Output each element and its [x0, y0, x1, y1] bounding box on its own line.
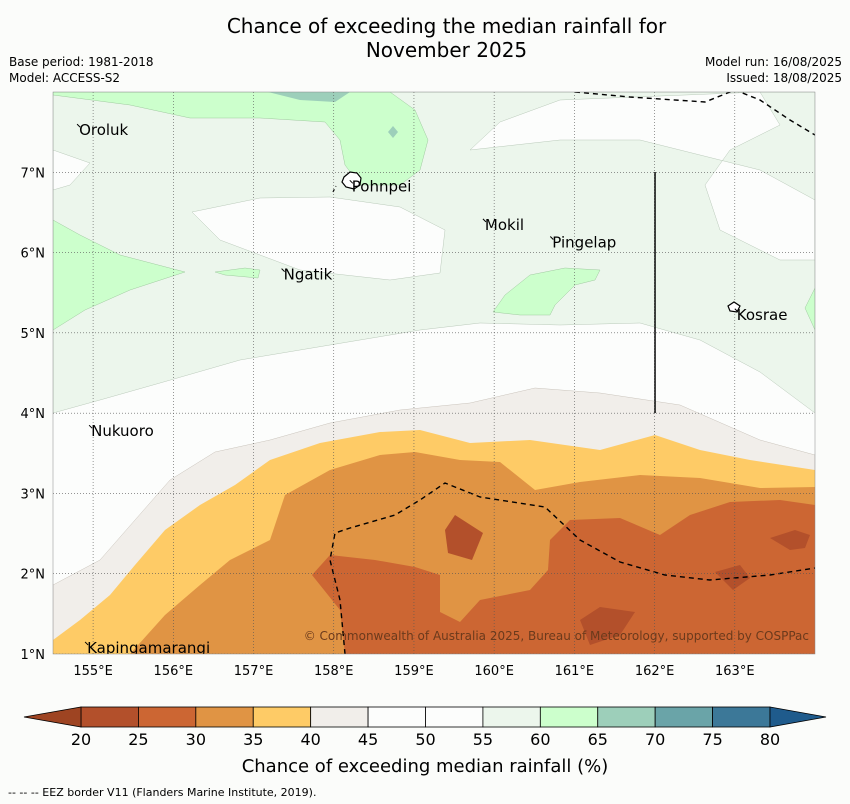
place-label-nukuoro: Nukuoro: [91, 422, 154, 440]
colorbar-tick-label: 45: [358, 730, 378, 749]
lon-tick-label: 160°E: [474, 664, 514, 679]
map-area: Oroluk Pohnpei Mokil Pingelap Ngatik Kosrae Nu…: [53, 92, 815, 657]
colorbar-tick-label: 30: [186, 730, 206, 749]
colorbar-tick-label: 35: [243, 730, 263, 749]
lat-tick-label: 7°N: [21, 166, 46, 181]
colorbar: 20 25 30 35 40 45 50 55 60 65 70 75 80 Chance of exc…: [23, 706, 827, 777]
latitude-axis: 7°N 6°N 5°N 4°N 3°N 2°N 1°N: [21, 166, 46, 663]
pohnpei-island-outline: [341, 171, 362, 190]
colorbar-segment: [539, 706, 599, 728]
fill-60-65-east: [804, 287, 815, 331]
title-line-1: Chance of exceeding the median rainfall …: [226, 14, 667, 38]
colorbar-title: Chance of exceeding median rainfall (%): [242, 756, 609, 777]
colorbar-segment: [597, 706, 656, 728]
colorbar-tick-labels: 20 25 30 35 40 45 50 55 60 65 70 75 80: [71, 730, 780, 749]
place-marker: [76, 123, 81, 128]
colorbar-segment: [252, 706, 312, 728]
lat-tick-label: 2°N: [21, 568, 46, 583]
place-label-kapingamarangi: Kapingamarangi: [87, 639, 210, 657]
fill-20-25-b: [770, 530, 810, 550]
place-marker: [734, 308, 739, 313]
colorbar-segment: [367, 706, 426, 728]
longitude-axis: 155°E 156°E 157°E 158°E 159°E 160°E 161°E 162°E…: [73, 664, 754, 679]
colorbar-tick-label: 80: [760, 730, 780, 749]
lat-tick-label: 4°N: [21, 407, 46, 422]
colorbar-segment: [80, 706, 139, 728]
place-marker: [281, 268, 285, 272]
lon-tick-label: 156°E: [154, 664, 194, 679]
model-text: Model: ACCESS-S2: [9, 71, 121, 85]
meta-left: Base period: 1981-2018 Model: ACCESS-S2: [9, 54, 154, 86]
place-label-kosrae: Kosrae: [737, 306, 788, 324]
fill-20-25-d: [715, 565, 750, 590]
place-label-pohnpei: Pohnpei: [352, 177, 412, 195]
fill-20-25-a: [445, 515, 483, 560]
colorbar-segment: [195, 706, 254, 728]
colorbar-tick-label: 40: [300, 730, 320, 749]
colorbar-tick-label: 20: [71, 730, 91, 749]
gridlines: [53, 92, 815, 654]
fill-65-70-b: [388, 126, 398, 138]
base-period-text: Base period: 1981-2018: [9, 55, 154, 69]
colorbar-over-arrow: [769, 706, 827, 728]
title-line-2: November 2025: [365, 38, 528, 62]
colorbar-tick-label: 70: [645, 730, 665, 749]
colorbar-tick-label: 55: [473, 730, 493, 749]
place-label-mokil: Mokil: [485, 216, 524, 234]
lon-tick-label: 163°E: [715, 664, 755, 679]
place-labels: Oroluk Pohnpei Mokil Pingelap Ngatik Kosrae Nu…: [76, 121, 788, 657]
model-run-text: Model run: 16/08/2025: [704, 55, 842, 69]
colorbar-segment: [310, 706, 369, 728]
lon-tick-label: 159°E: [394, 664, 434, 679]
place-marker: [549, 236, 554, 240]
map-frame: [52, 91, 816, 655]
fill-60-65-pingelap: [492, 267, 601, 316]
fill-60-65-ngatik: [214, 267, 261, 279]
colorbar-segments: [80, 706, 771, 728]
place-marker: [88, 424, 93, 429]
lat-tick-label: 6°N: [21, 247, 46, 262]
map-title: Chance of exceeding the median rainfall …: [0, 14, 850, 62]
place-label-oroluk: Oroluk: [79, 121, 128, 139]
colorbar-tick-label: 50: [415, 730, 435, 749]
colorbar-tick-label: 60: [530, 730, 550, 749]
place-marker: [84, 641, 89, 646]
lon-tick-label: 158°E: [314, 664, 354, 679]
lon-tick-label: 157°E: [234, 664, 274, 679]
lon-tick-label: 155°E: [73, 664, 113, 679]
colorbar-under-arrow: [23, 706, 82, 728]
colorbar-segment: [654, 706, 713, 728]
eez-footnote: -- -- -- EEZ border V11 (Flanders Marine…: [8, 786, 317, 799]
colorbar-segment: [712, 706, 771, 728]
map-figure: Oroluk Pohnpei Mokil Pingelap Ngatik Kosrae Nu…: [21, 91, 827, 777]
place-marker: [482, 218, 487, 223]
meta-right: Model run: 16/08/2025 Issued: 18/08/2025: [705, 54, 842, 86]
lon-tick-label: 162°E: [635, 664, 675, 679]
eez-border-south: [329, 482, 815, 654]
fill-55-60-north: [53, 92, 815, 414]
place-marker: [349, 179, 354, 184]
fill-65-70-a: [268, 92, 350, 102]
lon-tick-label: 161°E: [555, 664, 595, 679]
fill-25-30: [312, 500, 815, 654]
colorbar-segment: [482, 706, 541, 728]
fill-60-65-west: [53, 219, 186, 331]
copyright-text: © Commonwealth of Australia 2025, Bureau…: [304, 629, 809, 643]
lat-tick-label: 5°N: [21, 327, 46, 342]
issued-text: Issued: 18/08/2025: [726, 71, 842, 85]
eez-border-north: [574, 92, 815, 136]
place-label-ngatik: Ngatik: [284, 266, 333, 284]
colorbar-segment: [138, 706, 197, 728]
kosrae-island-outline: [727, 301, 741, 313]
lat-tick-label: 1°N: [21, 648, 46, 663]
colorbar-segment: [425, 706, 484, 728]
fill-60-65-north: [53, 92, 429, 186]
lat-tick-label: 3°N: [21, 487, 46, 502]
colorbar-tick-label: 25: [128, 730, 148, 749]
colorbar-tick-label: 75: [702, 730, 722, 749]
colorbar-tick-label: 65: [588, 730, 608, 749]
place-label-pingelap: Pingelap: [552, 234, 616, 252]
fill-20-25-c: [580, 607, 635, 645]
